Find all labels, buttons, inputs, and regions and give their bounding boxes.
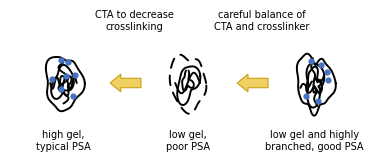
Text: CTA to decrease
crosslinking: CTA to decrease crosslinking [95,10,174,32]
Text: low gel,
poor PSA: low gel, poor PSA [166,130,210,152]
Text: low gel and highly
branched, good PSA: low gel and highly branched, good PSA [265,130,364,152]
FancyArrow shape [237,74,268,92]
FancyArrow shape [110,74,141,92]
Text: high gel,
typical PSA: high gel, typical PSA [36,130,91,152]
Text: careful balance of
CTA and crosslinker: careful balance of CTA and crosslinker [214,10,309,32]
